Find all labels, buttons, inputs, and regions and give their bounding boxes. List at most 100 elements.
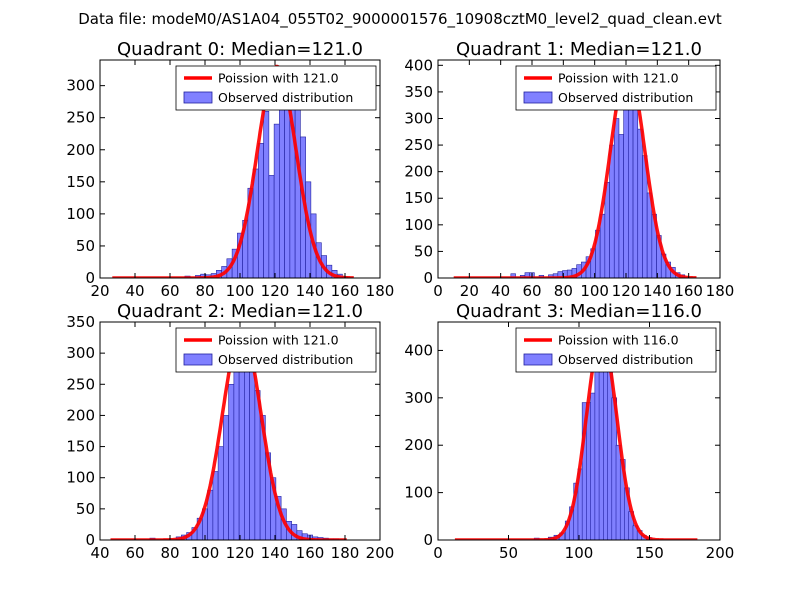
- x-tick-label: 40: [90, 544, 109, 562]
- x-tick-label: 50: [499, 544, 518, 562]
- histogram-bar: [228, 383, 235, 540]
- x-tick-label: 160: [674, 282, 703, 300]
- x-tick-label: 150: [635, 544, 664, 562]
- x-tick-label: 120: [612, 282, 641, 300]
- x-tick-label: 120: [261, 282, 290, 300]
- y-tick-label: 50: [414, 242, 433, 260]
- poisson-curve: [111, 64, 355, 278]
- histogram-bar: [217, 446, 224, 540]
- poisson-curve: [452, 66, 698, 278]
- y-tick-label: 200: [66, 141, 95, 159]
- histogram-bar: [223, 415, 229, 540]
- histogram-bar: [263, 110, 270, 278]
- x-tick-label: 0: [433, 544, 443, 562]
- y-tick-label: 0: [423, 531, 433, 549]
- subplot-1: 0 20 40 60 80 100 120 140 160 1800501001502002503…: [404, 39, 734, 300]
- figure-suptitle: Data file: modeM0/AS1A04_055T02_90000015…: [78, 10, 722, 29]
- y-tick-label: 0: [85, 531, 95, 549]
- y-tick-label: 300: [66, 344, 95, 362]
- x-tick-label: 140: [643, 282, 672, 300]
- plot-area: [452, 66, 698, 278]
- x-tick-label: 180: [331, 544, 360, 562]
- subplot-0: 20 40 60 80 100 120 140 160 180 0 50 100 150 200 250 30…: [66, 39, 394, 300]
- histogram-bar: [212, 471, 219, 540]
- plot-area: [111, 64, 355, 278]
- subplot-title: Quadrant 0: Median=121.0: [117, 39, 363, 60]
- x-tick-label: 80: [160, 544, 179, 562]
- x-tick-label: 60: [125, 544, 144, 562]
- histogram-bar: [238, 346, 245, 540]
- y-tick-label: 300: [404, 389, 433, 407]
- y-tick-label: 150: [404, 189, 433, 207]
- histogram-bar: [294, 98, 301, 278]
- y-tick-label: 400: [404, 341, 433, 359]
- y-tick-label: 250: [404, 136, 433, 154]
- y-tick-label: 50: [76, 237, 95, 255]
- x-tick-label: 100: [565, 544, 594, 562]
- x-tick-label: 0: [433, 282, 443, 300]
- y-tick-label: 150: [66, 438, 95, 456]
- legend-bar-swatch: [523, 91, 553, 104]
- legend-bar-label: Observed distribution: [218, 352, 353, 367]
- x-tick-label: 160: [331, 282, 360, 300]
- histogram-bar: [609, 144, 615, 278]
- y-tick-label: 150: [66, 173, 95, 191]
- y-tick-label: 100: [66, 469, 95, 487]
- y-tick-label: 50: [76, 500, 95, 518]
- x-tick-label: 40: [491, 282, 510, 300]
- legend-bar-swatch: [183, 353, 213, 366]
- histogram-bar: [273, 123, 280, 278]
- histogram-bar: [632, 102, 639, 278]
- histogram-bar: [628, 86, 634, 278]
- histogram-bar: [252, 168, 259, 278]
- x-tick-label: 60: [160, 282, 179, 300]
- legend-line-label: Poission with 121.0: [218, 71, 339, 86]
- legend-line-label: Poission with 121.0: [558, 71, 679, 86]
- legend: Poission with 121.0 Observed distribution: [515, 65, 717, 111]
- x-tick-label: 160: [296, 544, 325, 562]
- y-tick-label: 350: [404, 83, 433, 101]
- histogram-bar: [258, 143, 264, 278]
- histogram-bar: [613, 118, 620, 278]
- legend-bar-label: Observed distribution: [218, 90, 353, 105]
- legend-line-label: Poission with 121.0: [218, 333, 339, 348]
- x-tick-label: 180: [366, 282, 395, 300]
- histogram-bar: [618, 134, 624, 278]
- x-tick-label: 20: [460, 282, 479, 300]
- histogram-bar: [249, 365, 256, 540]
- subplot-title: Quadrant 1: Median=121.0: [456, 39, 702, 60]
- y-tick-label: 250: [66, 109, 95, 127]
- x-tick-label: 20: [90, 282, 109, 300]
- y-tick-label: 250: [66, 375, 95, 393]
- legend: Poission with 121.0 Observed distribution: [175, 65, 377, 111]
- subplot-2: 40 60 80 100 120 140 160 180 200 0 50 100 150 200 250 3…: [66, 301, 394, 562]
- histogram-bar: [268, 175, 275, 278]
- y-tick-label: 100: [404, 484, 433, 502]
- subplot-title: Quadrant 3: Median=116.0: [456, 301, 702, 322]
- x-tick-label: 100: [226, 282, 255, 300]
- histogram-bar: [637, 128, 643, 278]
- y-tick-label: 100: [404, 216, 433, 234]
- axes-frame: [437, 59, 721, 279]
- legend-bar-swatch: [523, 353, 553, 366]
- x-tick-label: 40: [125, 282, 144, 300]
- y-tick-label: 300: [66, 77, 95, 95]
- y-tick-label: 100: [66, 205, 95, 223]
- x-tick-label: 200: [706, 544, 735, 562]
- legend-bar-label: Observed distribution: [558, 352, 693, 367]
- x-tick-label: 120: [226, 544, 255, 562]
- legend-line-label: Poission with 116.0: [558, 333, 679, 348]
- x-tick-label: 140: [296, 282, 325, 300]
- x-tick-label: 180: [706, 282, 735, 300]
- y-tick-label: 0: [423, 269, 433, 287]
- x-tick-label: 200: [366, 544, 395, 562]
- y-tick-label: 350: [66, 313, 95, 331]
- y-tick-label: 0: [85, 269, 95, 287]
- y-tick-label: 200: [404, 163, 433, 181]
- y-tick-label: 400: [404, 56, 433, 74]
- histogram-bar: [279, 85, 285, 278]
- legend: Poission with 121.0 Observed distribution: [175, 327, 377, 373]
- y-tick-label: 200: [404, 436, 433, 454]
- histogram-bar: [623, 107, 629, 278]
